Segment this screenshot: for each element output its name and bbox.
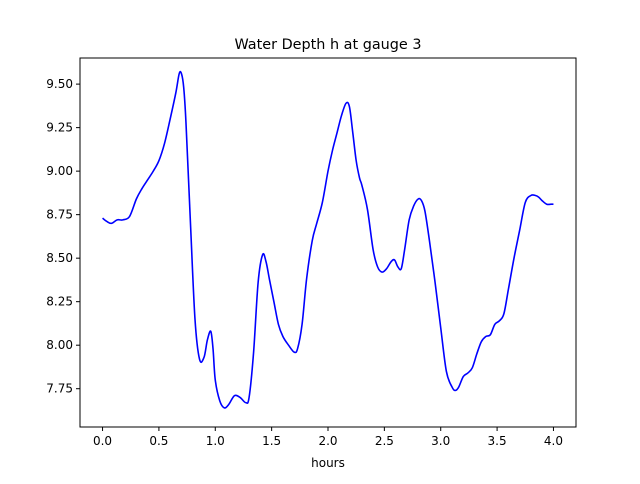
x-tick-label: 3.5 — [488, 434, 507, 448]
y-tick-label: 9.25 — [46, 121, 73, 135]
series-line — [102, 70, 554, 409]
y-tick-label: 7.75 — [46, 382, 73, 396]
chart-title: Water Depth h at gauge 3 — [234, 37, 421, 53]
x-tick-label: 0.0 — [93, 434, 112, 448]
y-tick-label: 8.50 — [46, 251, 73, 265]
y-tick-label: 8.00 — [46, 338, 73, 352]
x-tick-label: 0.5 — [149, 434, 168, 448]
x-tick-label: 4.0 — [544, 434, 563, 448]
y-tick-label: 9.00 — [46, 164, 73, 178]
x-tick-label: 3.0 — [431, 434, 450, 448]
x-axis-label: hours — [311, 456, 345, 470]
plot-frame — [79, 57, 577, 428]
x-axis-ticks: 0.0 0.5 1.0 1.5 2.0 2.5 3.0 3.5 4.0 — [93, 427, 563, 448]
y-tick-label: 9.50 — [46, 77, 73, 91]
x-tick-label: 1.0 — [206, 434, 225, 448]
x-tick-label: 1.5 — [262, 434, 281, 448]
x-tick-label: 2.0 — [318, 434, 337, 448]
y-axis-ticks: 7.75 8.00 8.25 8.50 8.75 9.00 9.25 9.50 — [46, 77, 80, 396]
plot-area — [102, 70, 554, 409]
y-tick-label: 8.25 — [46, 295, 73, 309]
x-tick-label: 2.5 — [375, 434, 394, 448]
y-tick-label: 8.75 — [46, 208, 73, 222]
